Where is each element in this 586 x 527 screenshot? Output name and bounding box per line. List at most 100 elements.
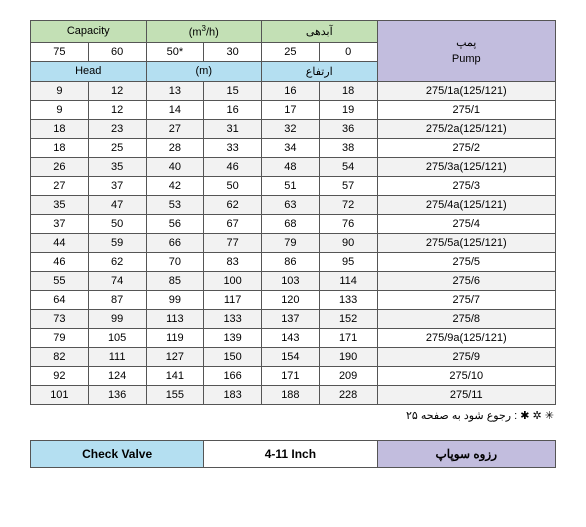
table-row: 91213151618275/1a(125/121) (31, 81, 556, 100)
table-row: 92124141166171209275/10 (31, 366, 556, 385)
pump-cell: 275/6 (377, 271, 556, 290)
table-cell: 18 (31, 119, 89, 138)
table-row: 354753626372275/4a(125/121) (31, 195, 556, 214)
table-cell: 59 (88, 233, 146, 252)
cap-col-1: 60 (88, 42, 146, 61)
table-cell: 103 (262, 271, 320, 290)
table-cell: 105 (88, 328, 146, 347)
table-cell: 51 (262, 176, 320, 195)
table-cell: 228 (319, 385, 377, 404)
pump-cell: 275/8 (377, 309, 556, 328)
table-row: 182528333438275/2 (31, 138, 556, 157)
cap-col-4: 25 (262, 42, 320, 61)
table-cell: 124 (88, 366, 146, 385)
table-cell: 37 (88, 176, 146, 195)
table-cell: 40 (146, 157, 204, 176)
table-cell: 35 (31, 195, 89, 214)
table-cell: 14 (146, 100, 204, 119)
table-cell: 50 (204, 176, 262, 195)
table-cell: 12 (88, 100, 146, 119)
table-cell: 79 (262, 233, 320, 252)
table-cell: 19 (319, 100, 377, 119)
table-cell: 13 (146, 81, 204, 100)
table-cell: 113 (146, 309, 204, 328)
table-cell: 72 (319, 195, 377, 214)
table-cell: 9 (31, 81, 89, 100)
table-cell: 85 (146, 271, 204, 290)
cap-col-0: 75 (31, 42, 89, 61)
table-cell: 34 (262, 138, 320, 157)
table-cell: 16 (204, 100, 262, 119)
table-cell: 47 (88, 195, 146, 214)
pump-cell: 275/1a(125/121) (377, 81, 556, 100)
table-cell: 99 (146, 290, 204, 309)
table-row: 101136155183188228275/11 (31, 385, 556, 404)
table-cell: 114 (319, 271, 377, 290)
table-cell: 83 (204, 252, 262, 271)
pump-cell: 275/9a(125/121) (377, 328, 556, 347)
table-cell: 25 (88, 138, 146, 157)
table-row: 375056676876275/4 (31, 214, 556, 233)
pump-cell: 275/5a(125/121) (377, 233, 556, 252)
table-cell: 127 (146, 347, 204, 366)
table-cell: 77 (204, 233, 262, 252)
table-cell: 76 (319, 214, 377, 233)
table-cell: 90 (319, 233, 377, 252)
table-cell: 28 (146, 138, 204, 157)
table-cell: 137 (262, 309, 320, 328)
pump-cell: 275/2 (377, 138, 556, 157)
table-row: 79105119139143171275/9a(125/121) (31, 328, 556, 347)
table-cell: 87 (88, 290, 146, 309)
table-cell: 23 (88, 119, 146, 138)
table-cell: 79 (31, 328, 89, 347)
footnote: ✱ ✲ ✳ : رجوع شود به صفحه ۲۵ (30, 405, 556, 422)
table-cell: 150 (204, 347, 262, 366)
table-cell: 183 (204, 385, 262, 404)
pump-cell: 275/5 (377, 252, 556, 271)
table-row: 263540464854275/3a(125/121) (31, 157, 556, 176)
table-cell: 171 (262, 366, 320, 385)
table-cell: 15 (204, 81, 262, 100)
cap-col-3: 30 (204, 42, 262, 61)
pump-cell: 275/2a(125/121) (377, 119, 556, 138)
table-cell: 46 (204, 157, 262, 176)
table-cell: 18 (31, 138, 89, 157)
pump-en: Pump (380, 53, 554, 65)
table-cell: 44 (31, 233, 89, 252)
table-cell: 36 (319, 119, 377, 138)
checkvalve-middle: 4-11 Inch (204, 440, 377, 467)
checkvalve-left: Check Valve (31, 440, 204, 467)
footnote-text: : رجوع شود به صفحه ۲۵ (406, 410, 517, 422)
table-cell: 74 (88, 271, 146, 290)
table-cell: 27 (146, 119, 204, 138)
table-row: 82111127150154190275/9 (31, 347, 556, 366)
table-cell: 16 (262, 81, 320, 100)
capacity-fa-header: آبدهی (262, 21, 378, 43)
table-cell: 66 (146, 233, 204, 252)
table-cell: 53 (146, 195, 204, 214)
table-cell: 33 (204, 138, 262, 157)
table-cell: 209 (319, 366, 377, 385)
table-row: 91214161719275/1 (31, 100, 556, 119)
table-cell: 73 (31, 309, 89, 328)
table-row: 273742505157275/3 (31, 176, 556, 195)
head-fa-header: ارتفاع (262, 61, 378, 81)
table-cell: 92 (31, 366, 89, 385)
table-cell: 42 (146, 176, 204, 195)
table-row: 445966777990275/5a(125/121) (31, 233, 556, 252)
table-cell: 32 (262, 119, 320, 138)
table-cell: 50 (88, 214, 146, 233)
table-row: 7399113133137152275/8 (31, 309, 556, 328)
table-cell: 54 (319, 157, 377, 176)
cap-col-5: 0 (319, 42, 377, 61)
table-cell: 64 (31, 290, 89, 309)
table-cell: 55 (31, 271, 89, 290)
table-cell: 70 (146, 252, 204, 271)
table-cell: 12 (88, 81, 146, 100)
pump-cell: 275/10 (377, 366, 556, 385)
table-cell: 190 (319, 347, 377, 366)
table-row: 557485100103114275/6 (31, 271, 556, 290)
table-cell: 155 (146, 385, 204, 404)
table-cell: 26 (31, 157, 89, 176)
table-cell: 101 (31, 385, 89, 404)
